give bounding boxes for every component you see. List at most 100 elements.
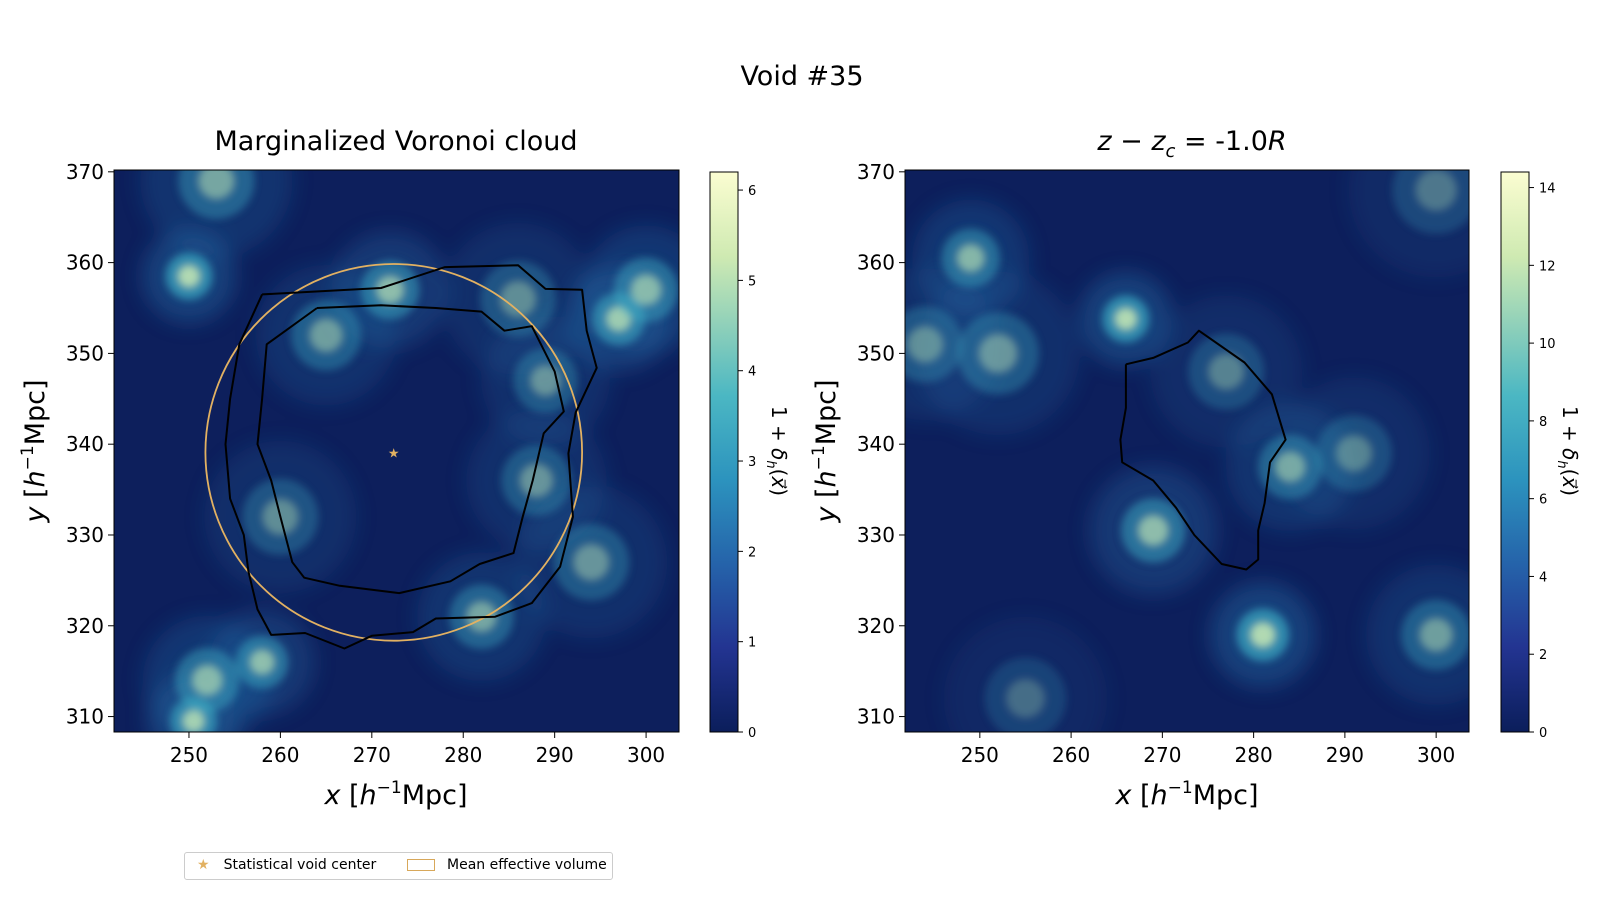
colorbar-tick-label: 12: [1539, 259, 1556, 274]
density-peak: [192, 665, 223, 696]
density-peak: [182, 710, 205, 732]
y-tick-label: 330: [857, 523, 895, 547]
right-y-axis-label: y [h−1Mpc]: [809, 379, 842, 523]
right-panel-title: z − zc = -1.0R: [1096, 126, 1286, 162]
left-panel-title: Marginalized Voronoi cloud: [214, 126, 577, 157]
colorbar-tick-label: 2: [1539, 648, 1547, 663]
x-tick-label: 280: [1235, 743, 1273, 767]
void-slice-contour: [1119, 329, 1287, 571]
circle-outline-swatch-icon: [407, 859, 435, 871]
y-tick-label: 320: [66, 614, 104, 638]
legend-volume-label: Mean effective volume: [447, 857, 607, 873]
right-colorbar: [1500, 171, 1530, 733]
colorbar-tick-label: 2: [748, 545, 756, 560]
y-tick-label: 340: [857, 432, 895, 456]
inner-void-contour: [256, 304, 565, 595]
colorbar-tick-label: 3: [748, 455, 756, 470]
left-colorbar: [709, 171, 739, 733]
density-peak: [573, 544, 610, 581]
x-tick-label: 300: [627, 743, 665, 767]
density-peak: [1006, 679, 1045, 718]
legend-item-volume: Mean effective volume: [407, 857, 607, 873]
right-colorbar-ticks: 0 2 4 6 8 10 12 14: [1529, 182, 1556, 741]
left-overlay: ★: [204, 263, 598, 650]
left-x-axis-label: x [h−1Mpc]: [323, 778, 467, 811]
density-peak: [1415, 170, 1457, 211]
left-panel: Marginalized Voronoi cloud ★ 250 260 270 28…: [18, 126, 791, 811]
y-tick-label: 360: [66, 251, 104, 275]
left-colorbar-ticks: 0 1 2 3 4 5 6: [738, 184, 756, 741]
density-peak: [1419, 618, 1453, 652]
density-peak: [198, 170, 235, 199]
right-colorbar-label: 1 + δh(x⃗): [1554, 406, 1582, 496]
colorbar-tick-label: 4: [1539, 570, 1547, 585]
density-peak: [309, 318, 343, 352]
colorbar-tick-label: 8: [1539, 415, 1547, 430]
y-tick-label: 340: [66, 432, 104, 456]
colorbar-tick-label: 6: [1539, 493, 1547, 508]
y-tick-label: 320: [857, 614, 895, 638]
y-tick-label: 350: [66, 341, 104, 365]
star-icon: ★: [197, 857, 210, 873]
legend-item-center: ★ Statistical void center: [197, 857, 376, 873]
right-axes-frame: [904, 169, 1470, 733]
colorbar-tick-label: 0: [748, 726, 756, 741]
y-tick-label: 330: [66, 523, 104, 547]
x-tick-label: 280: [444, 743, 482, 767]
left-axes-ticks: 250 260 270 280 290 300 310 320 330 340 350 360 370: [66, 160, 665, 767]
y-tick-label: 350: [857, 341, 895, 365]
density-peak: [1275, 451, 1306, 482]
mean-effective-volume-circle: [204, 263, 583, 642]
outer-void-contour: [224, 264, 598, 650]
figure-suptitle: Void #35: [740, 61, 863, 92]
x-tick-label: 290: [536, 743, 574, 767]
density-peak: [1208, 353, 1245, 390]
x-tick-label: 250: [961, 743, 999, 767]
x-tick-label: 260: [1052, 743, 1090, 767]
left-y-axis-label: y [h−1Mpc]: [18, 379, 51, 523]
density-peak: [530, 365, 561, 396]
colorbar-tick-label: 14: [1539, 182, 1556, 197]
colorbar-tick-label: 10: [1539, 337, 1556, 352]
density-peak: [519, 464, 553, 497]
left-colorbar-label: 1 + δh(x⃗): [763, 406, 791, 496]
right-axes-ticks: 250 260 270 280 290 300 310 320 330 340 350 360 370: [857, 160, 1455, 767]
colorbar-tick-label: 0: [1539, 726, 1547, 741]
x-tick-label: 260: [261, 743, 299, 767]
density-peak: [1250, 622, 1276, 648]
colorbar-tick-label: 5: [748, 274, 756, 289]
density-peak: [1336, 435, 1372, 472]
colorbar-tick-label: 1: [748, 636, 756, 651]
y-tick-label: 310: [857, 705, 895, 729]
legend-center-label: Statistical void center: [223, 857, 377, 873]
density-peak: [978, 334, 1018, 373]
left-axes-frame: [113, 169, 680, 733]
density-peak: [249, 649, 275, 675]
y-tick-label: 370: [857, 160, 895, 184]
density-peak: [1138, 515, 1169, 546]
legend: ★ Statistical void center Mean effective…: [184, 852, 613, 880]
y-tick-label: 360: [857, 251, 895, 275]
x-tick-label: 270: [1143, 743, 1181, 767]
right-overlay: [1119, 329, 1287, 571]
density-peak: [957, 244, 985, 272]
right-panel: z − zc = -1.0R 250 260 270 280 290 3003103203…: [809, 126, 1582, 811]
y-tick-label: 310: [66, 705, 104, 729]
colorbar-tick-label: 4: [748, 365, 756, 380]
density-peak: [907, 326, 943, 363]
x-tick-label: 300: [1417, 743, 1455, 767]
x-tick-label: 270: [353, 743, 391, 767]
right-heatmap-blobs: [905, 170, 1469, 732]
density-peak: [1114, 307, 1137, 330]
density-peak: [376, 276, 404, 304]
colorbar-tick-label: 6: [748, 184, 756, 199]
density-peak: [177, 265, 200, 288]
density-peak: [500, 281, 536, 317]
density-peak: [631, 274, 662, 305]
y-tick-label: 370: [66, 160, 104, 184]
x-tick-label: 290: [1326, 743, 1364, 767]
x-tick-label: 250: [170, 743, 208, 767]
right-x-axis-label: x [h−1Mpc]: [1114, 778, 1258, 811]
void-center-star-icon: ★: [388, 446, 400, 461]
